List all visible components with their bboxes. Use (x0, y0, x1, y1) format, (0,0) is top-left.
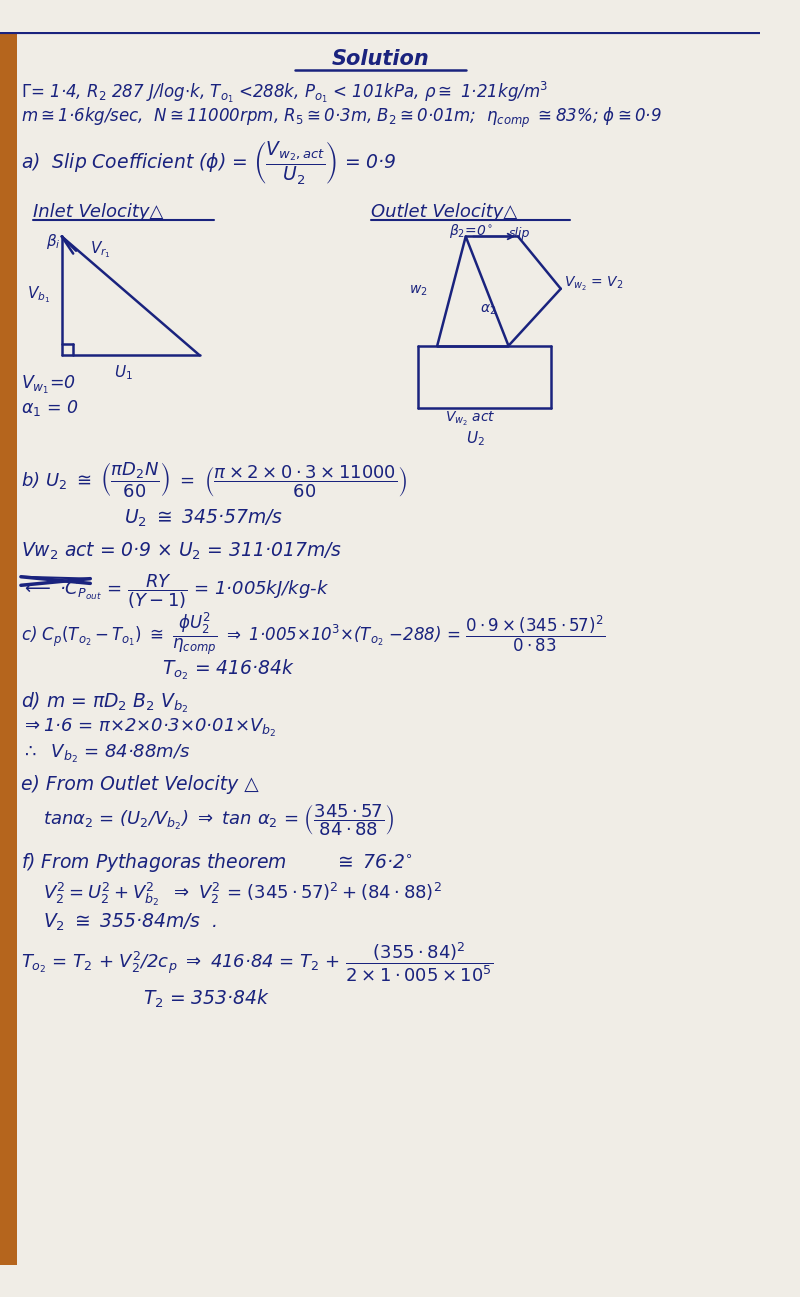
Text: Outlet Velocity△: Outlet Velocity△ (370, 204, 517, 222)
Text: $T_{o_2}$ = T$_2$ + $V_2^2$/2c$_p$ $\Rightarrow$ 416·84 = $T_2$ + $\dfrac{(355\c: $T_{o_2}$ = T$_2$ + $V_2^2$/2c$_p$ $\Rig… (21, 940, 494, 983)
Text: slip: slip (509, 227, 530, 240)
Text: $\beta_2$=0$^\circ$: $\beta_2$=0$^\circ$ (449, 222, 493, 240)
Text: $\Gamma$= 1·4, R$_2$ 287 J/log$\cdot$k, T$_{o_1}$ <288k, P$_{o_1}$ < 101kPa, $\r: $\Gamma$= 1·4, R$_2$ 287 J/log$\cdot$k, … (21, 79, 548, 105)
Text: $U_2$: $U_2$ (466, 429, 485, 449)
Text: $V_2^2 = U_2^2 + V_{b_2}^2$  $\Rightarrow$ $V_2^2$ = $(345\cdot57)^2 + (84\cdot8: $V_2^2 = U_2^2 + V_{b_2}^2$ $\Rightarrow… (42, 881, 442, 908)
Text: $V_{b_1}$: $V_{b_1}$ (26, 284, 50, 305)
Text: $V_2$ $\cong$ 355·84m/s  .: $V_2$ $\cong$ 355·84m/s . (42, 912, 217, 933)
Text: $T_{o_2}$ = 416·84k: $T_{o_2}$ = 416·84k (162, 658, 294, 682)
Text: tan$\alpha_2$ = (U$_2$/V$_{b_2}$) $\Rightarrow$ tan $\alpha_2$ = $\left(\dfrac{3: tan$\alpha_2$ = (U$_2$/V$_{b_2}$) $\Righ… (42, 802, 394, 838)
Text: c) $C_p(T_{o_2} - T_{o_1})$ $\cong$ $\dfrac{\phi U_2^2}{\eta_{comp}}$ $\Rightarr: c) $C_p(T_{o_2} - T_{o_1})$ $\cong$ $\df… (21, 610, 605, 656)
Text: $U_2$ $\cong$ 345·57m/s: $U_2$ $\cong$ 345·57m/s (123, 507, 282, 529)
Text: $\beta_i$: $\beta_i$ (46, 232, 60, 250)
Text: $U_1$: $U_1$ (114, 363, 133, 381)
Text: $V_{w_2}$ = $V_2$: $V_{w_2}$ = $V_2$ (564, 275, 623, 293)
Text: $V_{w_1}$=0: $V_{w_1}$=0 (21, 375, 76, 397)
Text: $V_{r_1}$: $V_{r_1}$ (90, 240, 111, 259)
Text: $\longleftarrow\!\!\!\!\!\!$    ·C$_{P_{out}}$ = $\dfrac{RY}{(Y-1)}$ = 1·005kJ/k: $\longleftarrow\!\!\!\!\!\!$ ·C$_{P_{out… (21, 572, 329, 611)
Text: Inlet Velocity△: Inlet Velocity△ (34, 204, 164, 222)
Text: d) m = $\pi$D$_2$ B$_2$ $V_{b_2}$: d) m = $\pi$D$_2$ B$_2$ $V_{b_2}$ (21, 691, 189, 716)
Text: $\alpha_1$ = 0: $\alpha_1$ = 0 (21, 398, 78, 418)
FancyBboxPatch shape (0, 32, 17, 1265)
Text: Solution: Solution (331, 49, 429, 69)
Text: $\therefore$  $V_{b_2}$ = 84·88m/s: $\therefore$ $V_{b_2}$ = 84·88m/s (21, 743, 190, 765)
Text: V$w_2$ act = 0·9 $\times$ $U_2$ = 311·017m/s: V$w_2$ act = 0·9 $\times$ $U_2$ = 311·01… (21, 541, 342, 562)
Text: $\Rightarrow$1·6 = $\pi$$\times$2$\times$0·3$\times$0·01$\times$$V_{b_2}$: $\Rightarrow$1·6 = $\pi$$\times$2$\times… (21, 716, 277, 738)
Text: $V_{w_2}$ act: $V_{w_2}$ act (445, 410, 496, 428)
Text: $w_2$: $w_2$ (409, 284, 427, 298)
Text: $\alpha_2$: $\alpha_2$ (480, 303, 496, 318)
Text: $T_2$ = 353·84k: $T_2$ = 353·84k (142, 987, 270, 1009)
Text: m$\cong$1·6kg/sec,  N$\cong$11000rpm, R$_5$$\cong$0·3m, B$_2$$\cong$0·01m;  $\et: m$\cong$1·6kg/sec, N$\cong$11000rpm, R$_… (21, 106, 662, 131)
Text: f) From Pythagoras theorem        $\cong$ 76·2$^{\circ}$: f) From Pythagoras theorem $\cong$ 76·2$… (21, 851, 413, 874)
Text: b) $U_2$ $\cong$ $\left(\dfrac{\pi D_2 N}{60}\right)$ $=$ $\left(\dfrac{\pi \tim: b) $U_2$ $\cong$ $\left(\dfrac{\pi D_2 N… (21, 460, 407, 499)
Text: e) From Outlet Velocity △: e) From Outlet Velocity △ (21, 776, 258, 794)
Text: a)  Slip Coefficient ($\phi$) = $\left(\dfrac{V_{w_2, act}}{U_2}\right)$ = 0·9: a) Slip Coefficient ($\phi$) = $\left(\d… (21, 139, 397, 185)
